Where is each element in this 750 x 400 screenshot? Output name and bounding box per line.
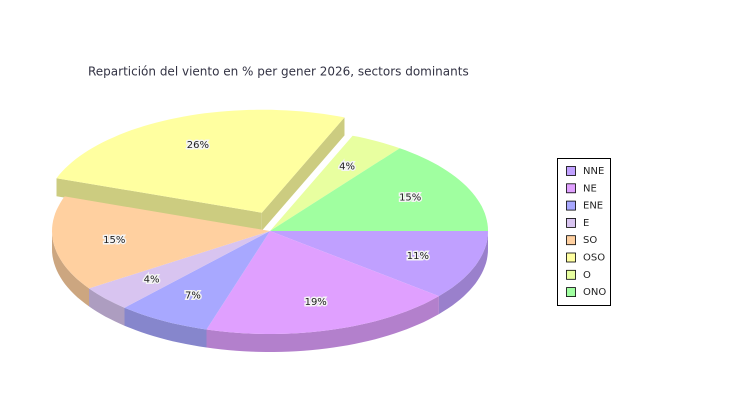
slice — [124, 231, 270, 330]
slice — [270, 135, 400, 231]
legend-label: OSO — [583, 253, 605, 264]
slice-label: 19% — [305, 297, 327, 308]
legend-label: NE — [583, 183, 597, 194]
slice-label: 7% — [185, 291, 201, 302]
legend-label: NNE — [583, 166, 604, 177]
chart-title: Repartición del viento en % per gener 20… — [88, 65, 469, 79]
legend-label: O — [583, 270, 591, 281]
slice — [89, 231, 270, 308]
slice-face — [56, 178, 262, 231]
legend-swatch — [566, 287, 576, 298]
legend-swatch — [566, 183, 576, 194]
slice-label: 15% — [103, 235, 125, 246]
legend-swatch — [566, 252, 576, 263]
slice-side — [206, 296, 439, 352]
legend-box — [557, 158, 611, 306]
slice-side — [124, 307, 207, 348]
slice-side — [438, 231, 488, 315]
legend-swatch — [566, 235, 576, 246]
slice-label: 4% — [144, 275, 160, 286]
slice — [52, 196, 270, 289]
slice — [56, 109, 345, 213]
slice-label: 26% — [187, 140, 209, 151]
slice-side — [89, 288, 125, 326]
slice-label: 4% — [339, 161, 355, 172]
legend-swatch — [566, 217, 576, 228]
slice-label: 15% — [399, 193, 421, 204]
legend-label: E — [583, 218, 589, 229]
slice-face — [261, 117, 345, 231]
legend-label: SO — [583, 235, 597, 246]
legend-swatch — [566, 200, 576, 211]
legend-label: ENE — [583, 201, 603, 212]
slice-side — [52, 231, 89, 307]
legend-swatch — [566, 269, 576, 280]
legend-swatch — [566, 166, 576, 176]
slice — [270, 148, 488, 231]
slice-label: 11% — [407, 251, 429, 262]
slice — [206, 231, 439, 334]
legend-label: ONO — [583, 287, 606, 298]
slice — [270, 231, 488, 297]
